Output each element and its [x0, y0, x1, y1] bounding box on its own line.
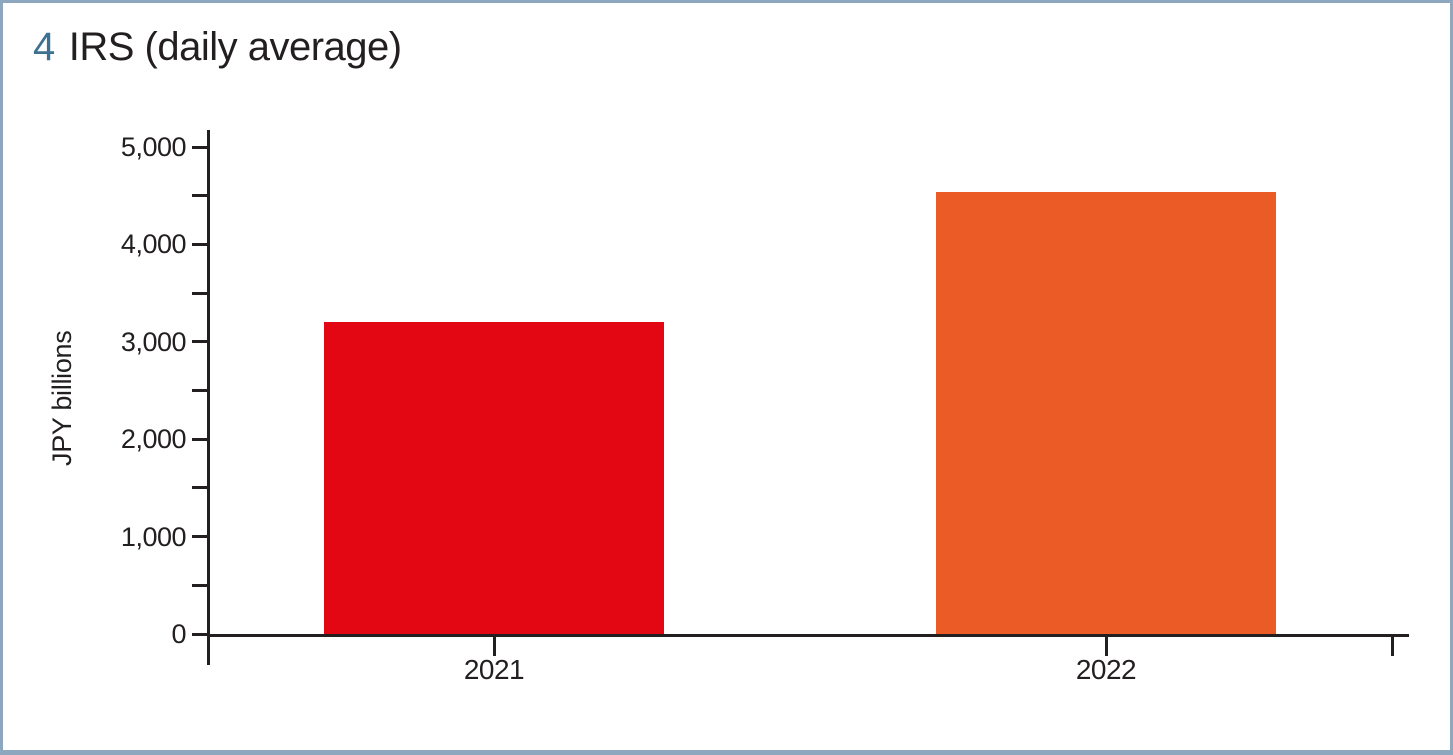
chart-title: 4 IRS (daily average): [33, 25, 402, 70]
x-axis-tick: [1104, 636, 1108, 656]
x-axis-line: [207, 634, 1409, 637]
y-axis-tick-label: 1,000: [120, 521, 187, 552]
y-axis-tick: [192, 583, 207, 587]
chart-title-number: 4: [33, 25, 55, 69]
y-axis-tick: [192, 437, 207, 441]
y-axis-line: [207, 130, 210, 665]
y-axis-tick: [192, 194, 207, 198]
y-axis-tick-label: 0: [171, 619, 186, 649]
x-axis-tick: [492, 636, 496, 656]
y-axis-tick-label: 2,000: [120, 424, 187, 455]
x-axis-tick-label: 2022: [1075, 654, 1137, 685]
bar-2022: [936, 191, 1276, 634]
y-axis-tick: [192, 242, 207, 246]
y-axis-tick: [192, 535, 207, 539]
y-axis-tick-label: 3,000: [120, 326, 187, 357]
y-axis-tick: [192, 389, 207, 392]
y-axis-tick: [192, 145, 207, 149]
x-axis-tick-label: 2021: [463, 654, 525, 685]
y-axis-tick-label: 4,000: [120, 229, 187, 260]
y-axis-tick: [192, 291, 207, 295]
y-axis-tick: [192, 340, 207, 344]
bar-2021: [324, 322, 664, 634]
y-axis-tick: [192, 632, 207, 636]
y-axis-tick-label: 5,000: [120, 132, 187, 162]
y-axis-tick: [192, 486, 207, 490]
x-axis-end-tick: [1390, 636, 1394, 656]
chart-title-text: IRS (daily average): [68, 25, 402, 69]
